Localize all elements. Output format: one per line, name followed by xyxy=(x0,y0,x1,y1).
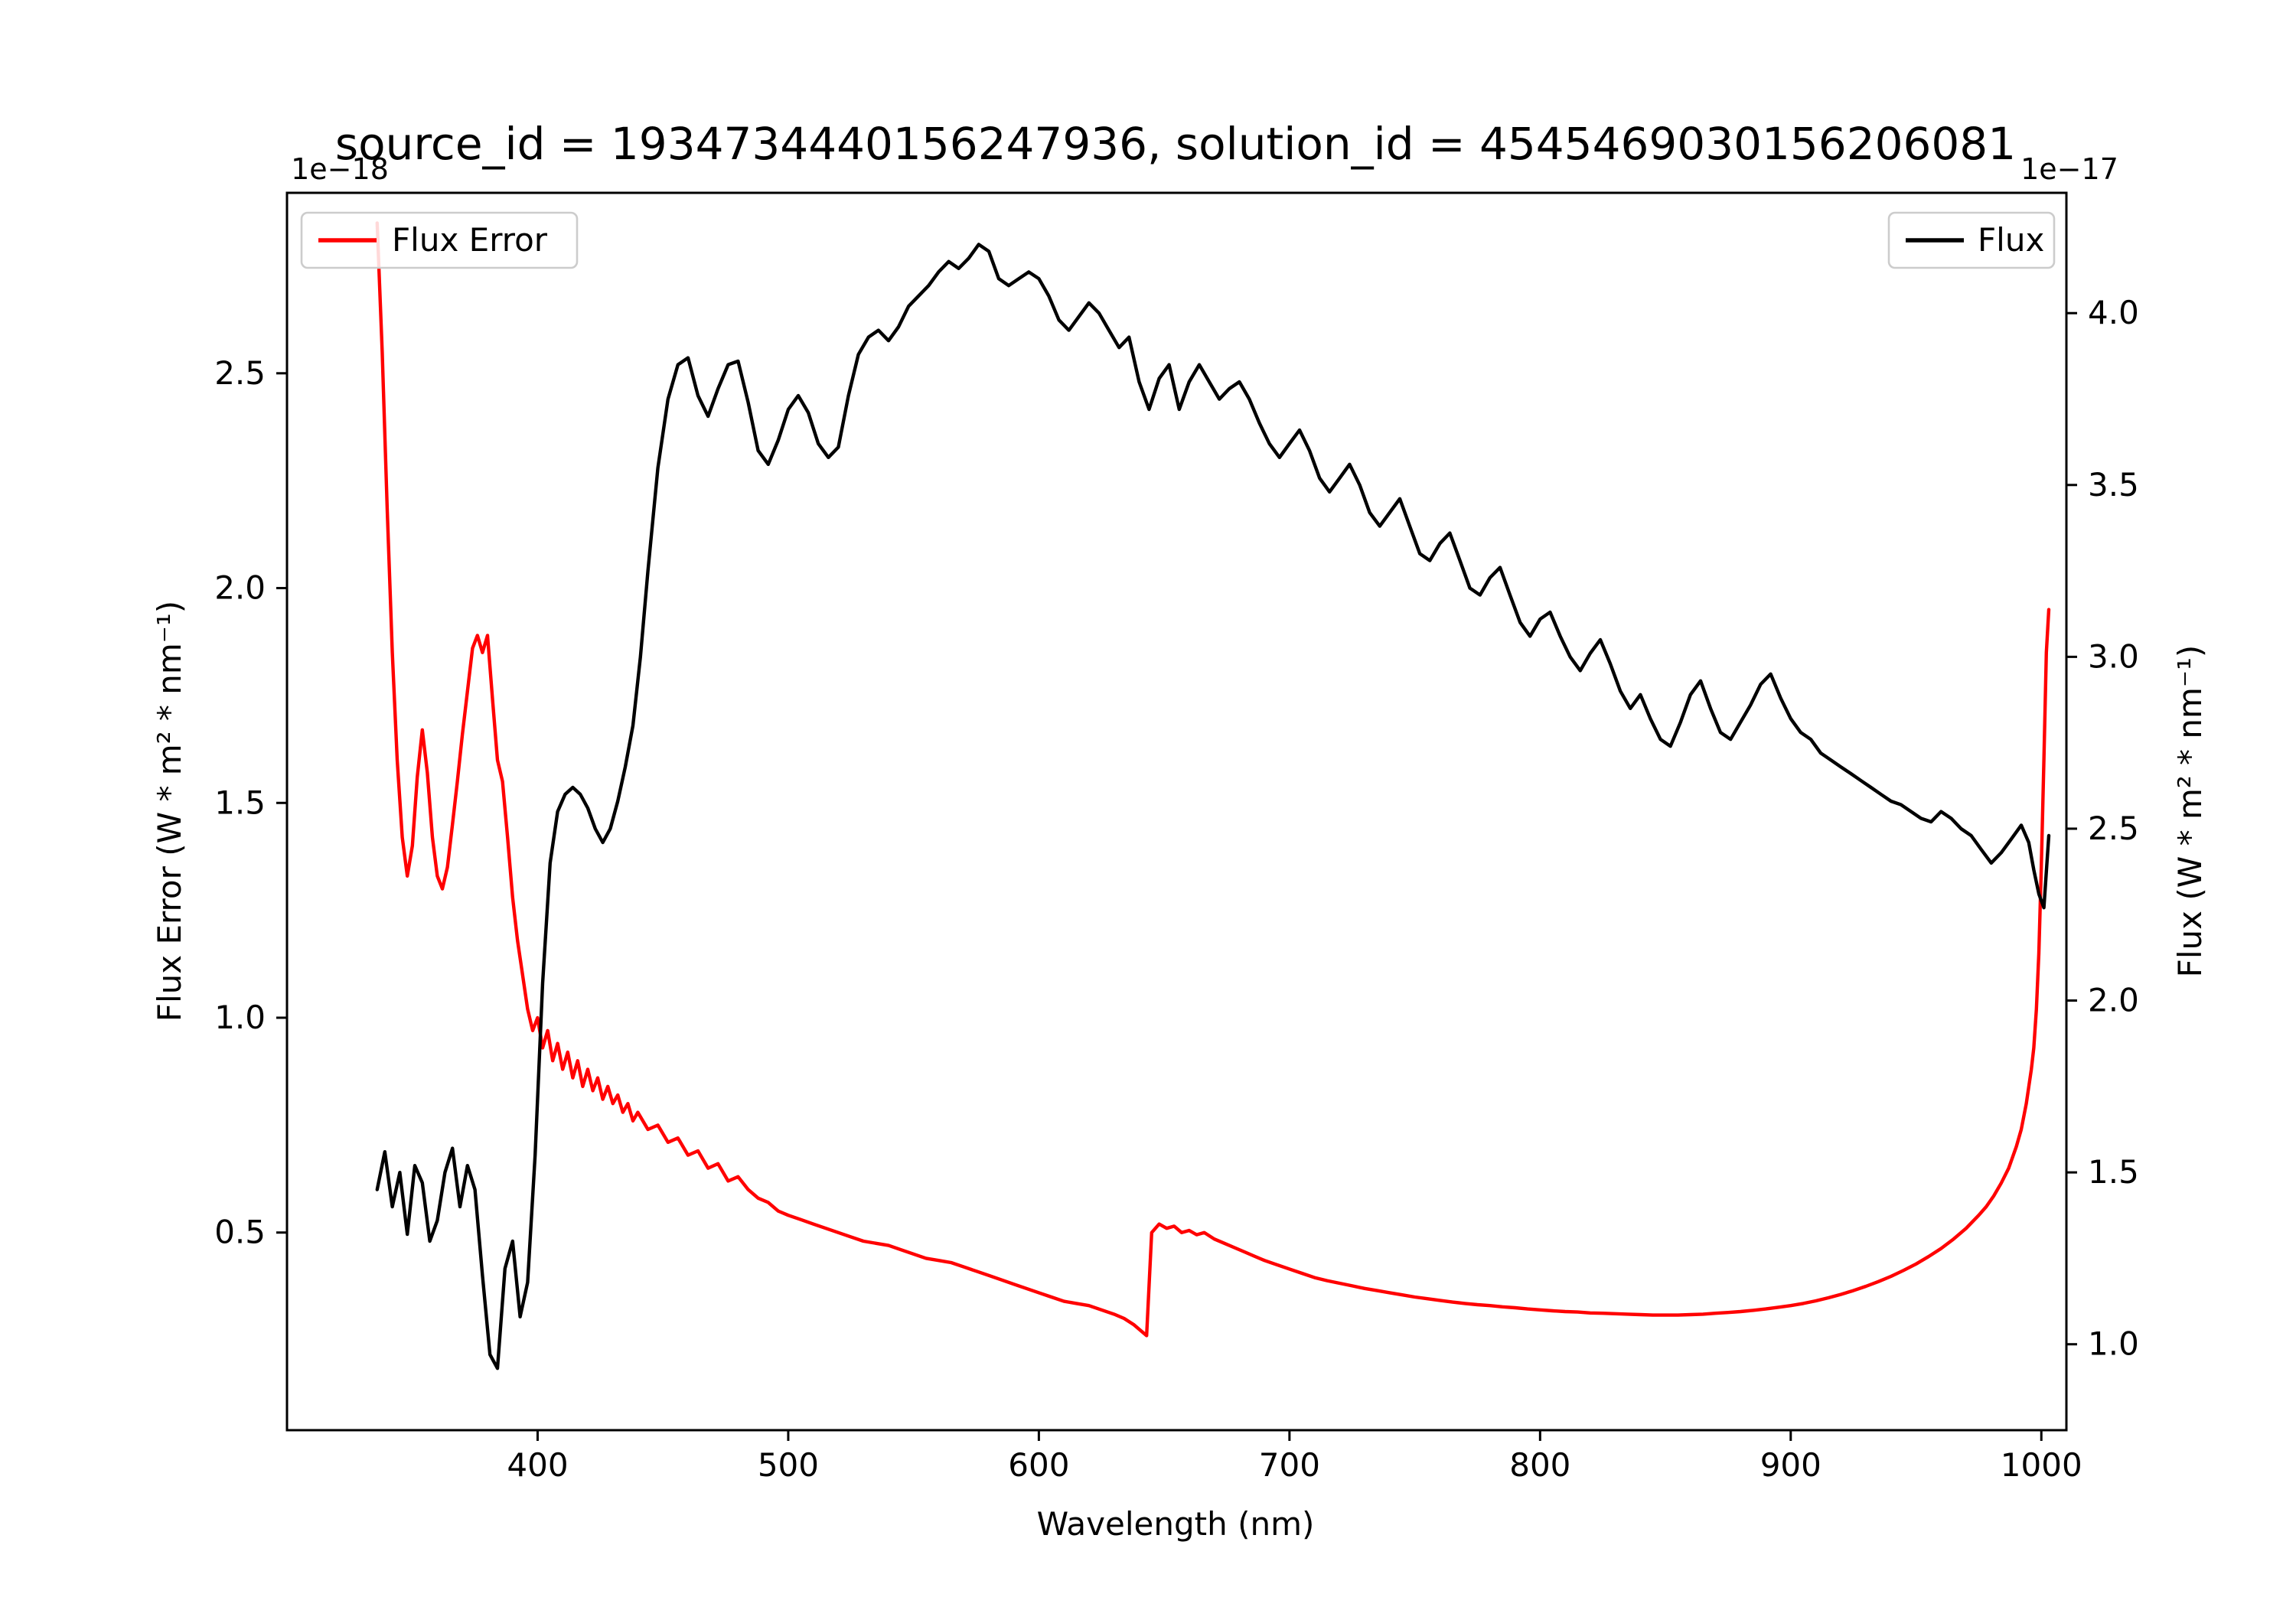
right-axis-offset-text: 1e−17 xyxy=(2020,152,2118,186)
right-y-tick-label: 1.0 xyxy=(2088,1325,2139,1363)
left-y-tick-label: 2.0 xyxy=(214,569,266,607)
x-tick-label: 400 xyxy=(507,1446,568,1484)
right-y-axis-label: Flux (W * m² * nm⁻¹) xyxy=(2171,645,2209,978)
right-y-tick-label: 4.0 xyxy=(2088,294,2139,331)
right-y-tick-label: 3.0 xyxy=(2088,637,2139,675)
x-tick-label: 900 xyxy=(1760,1446,1821,1484)
right-y-tick-label: 1.5 xyxy=(2088,1153,2139,1191)
left-y-tick-label: 1.5 xyxy=(214,784,266,821)
x-tick-label: 600 xyxy=(1008,1446,1069,1484)
legend-flux: Flux xyxy=(1887,211,2056,269)
right-y-axis: 1.0 1.5 2.0 2.5 3.0 3.5 4.0 xyxy=(2066,294,2139,1363)
legend-frame xyxy=(300,211,579,269)
left-y-axis-label: Flux Error (W * m² * nm⁻¹) xyxy=(151,601,188,1022)
flux-legend-label: Flux xyxy=(1978,221,2044,259)
legend-frame xyxy=(1887,211,2056,269)
flux-error-line xyxy=(375,221,2051,1338)
flux-line xyxy=(375,243,2051,1370)
legend-flux-error: Flux Error xyxy=(300,211,579,269)
flux-error-curve xyxy=(375,221,2051,1338)
left-y-tick-label: 2.5 xyxy=(214,354,266,392)
x-tick-label: 700 xyxy=(1259,1446,1320,1484)
plot-border xyxy=(285,191,2068,1432)
right-y-tick-label: 3.5 xyxy=(2088,466,2139,504)
right-y-tick-label: 2.0 xyxy=(2088,982,2139,1019)
x-axis-label: Wavelength (nm) xyxy=(1037,1505,1315,1543)
left-y-axis: 0.5 1.0 1.5 2.0 2.5 xyxy=(214,354,287,1251)
x-tick-label: 800 xyxy=(1509,1446,1570,1484)
left-y-tick-label: 0.5 xyxy=(214,1214,266,1251)
left-axis-offset-text: 1e−18 xyxy=(291,152,389,186)
flux-curve xyxy=(375,243,2051,1370)
x-tick-label: 500 xyxy=(758,1446,819,1484)
flux-error-legend-label: Flux Error xyxy=(392,221,548,259)
x-tick-label: 1000 xyxy=(2001,1446,2082,1484)
x-axis: 400 500 600 700 800 900 1000 xyxy=(507,1430,2082,1484)
right-y-tick-label: 2.5 xyxy=(2088,810,2139,847)
chart-title: source_id = 1934734440156247936, solutio… xyxy=(335,118,2016,170)
left-y-tick-label: 1.0 xyxy=(214,999,266,1036)
